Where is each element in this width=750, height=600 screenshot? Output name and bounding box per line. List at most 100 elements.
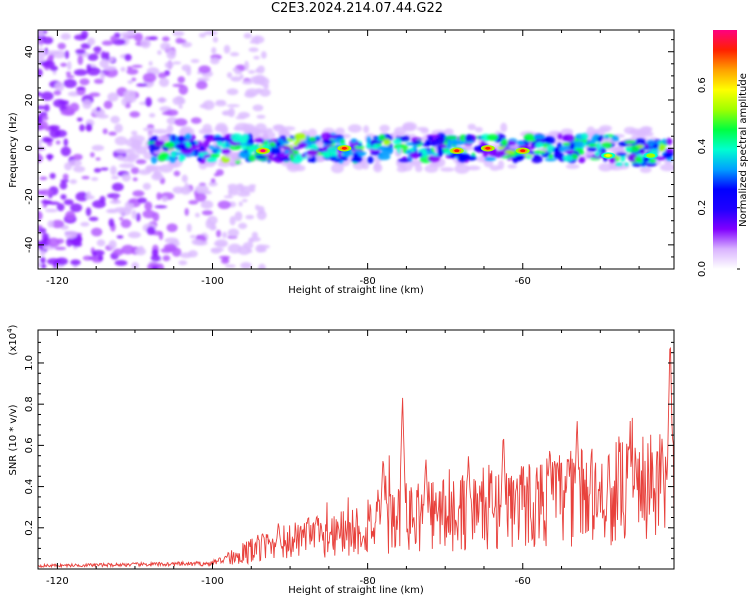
spectrogram-blob	[186, 67, 192, 76]
spectrogram-blob	[80, 222, 90, 227]
spectrogram-blob	[209, 153, 221, 158]
spectrogram-blob	[548, 153, 554, 160]
spectrogram-blob	[248, 47, 259, 53]
spectrogram-blob	[297, 142, 308, 149]
spectrogram-blob	[90, 177, 99, 181]
spectrogram-blob	[89, 92, 101, 97]
spectrogram-blob	[320, 132, 333, 141]
spectrogram-blob	[145, 164, 157, 172]
spectrogram-blob	[563, 155, 574, 162]
spectrogram-blob	[366, 136, 371, 145]
spectrogram-blob	[658, 144, 666, 152]
spectrogram-blob	[67, 61, 72, 71]
spectrogram-blob	[194, 185, 209, 194]
spectrogram-blob	[123, 89, 136, 100]
spectrogram-blob	[220, 148, 231, 155]
spectrogram-blob	[181, 41, 193, 48]
spectrogram-blob	[452, 138, 457, 147]
spectrogram-blob	[184, 133, 192, 141]
spectrogram-blob	[166, 124, 174, 134]
spectrogram-blob	[205, 137, 212, 143]
spectrogram-blob	[80, 30, 89, 39]
spectrogram-blob	[116, 235, 124, 239]
spectrogram-blob	[272, 124, 285, 130]
spectrogram-blob	[334, 158, 342, 163]
spectrogram-blob	[60, 194, 67, 200]
spectrogram-blob	[489, 165, 501, 171]
spectrogram-blob	[65, 210, 76, 221]
spectrogram-blob	[234, 211, 243, 222]
spectrogram-blob	[73, 69, 88, 76]
spectrogram-blob	[120, 219, 132, 229]
spectrogram-blob	[618, 141, 628, 147]
spectrogram-blob	[263, 84, 269, 89]
spectrogram-blob	[69, 102, 80, 112]
spectrogram-blob	[88, 216, 99, 222]
spectrogram-blob	[258, 263, 266, 269]
spectrogram-blob	[226, 88, 239, 96]
spectrogram-blob	[213, 173, 220, 177]
spectrogram-blob	[131, 77, 137, 82]
spectrogram-blob	[96, 106, 101, 112]
spectrogram-blob	[573, 141, 585, 148]
spectrogram-blob	[230, 188, 239, 196]
spectrogram-blob	[228, 186, 233, 197]
spectrogram-blob	[236, 185, 245, 192]
y-tick-label: 0.2	[24, 520, 35, 536]
spectrogram-blob	[124, 103, 131, 109]
spectrogram-blob	[140, 39, 151, 49]
spectrogram-blob	[177, 76, 185, 84]
spectrogram-blob	[241, 134, 249, 142]
spectrogram-blob	[102, 128, 108, 135]
spectrogram-blob	[184, 207, 189, 216]
spectrogram-blob	[500, 122, 508, 133]
spectrogram-blob	[207, 215, 218, 225]
spectrogram-blob	[149, 113, 156, 118]
spectrogram-blob	[486, 134, 499, 141]
colorbar-tick-label: 0.4	[697, 138, 708, 154]
spectrogram-blob	[145, 97, 152, 107]
spectrogram-blob	[142, 182, 152, 190]
spectrogram-blob	[101, 40, 114, 46]
spectrogram-blob	[222, 256, 229, 261]
spectrogram-blob	[194, 192, 207, 202]
spectrogram-blob	[212, 147, 221, 152]
spectrogram-blob	[60, 110, 75, 116]
spectrogram-blob	[402, 121, 418, 132]
spectrogram-blob	[63, 78, 77, 88]
spectrogram-peak	[648, 154, 654, 157]
spectrogram-blob	[427, 135, 434, 141]
spectrogram-blob	[228, 144, 242, 151]
spectrogram-blob	[448, 153, 457, 159]
spectrogram-blob	[252, 80, 266, 85]
spectrogram-blob	[59, 181, 68, 190]
spectrogram-blob	[161, 111, 173, 116]
spectrogram-blob	[398, 158, 412, 163]
spectrogram-blob	[399, 145, 409, 149]
spectrogram-blob	[613, 146, 625, 154]
spectrogram-blob	[181, 174, 188, 183]
spectrogram-blob	[38, 105, 46, 110]
spectrogram-blob	[47, 220, 54, 228]
spectrogram-blob	[544, 158, 557, 162]
spectrogram-blob	[164, 61, 174, 69]
spectrogram-blob	[340, 139, 345, 144]
spectrogram-blob	[624, 162, 629, 167]
spectrogram-blob	[188, 250, 198, 258]
spectrogram-blob	[198, 32, 206, 38]
spectrogram-blob	[73, 165, 86, 173]
spectrogram-blob	[146, 226, 156, 236]
spectrogram-blob	[439, 143, 447, 149]
spectrogram-blob	[46, 50, 60, 55]
spectrogram-blob	[126, 68, 139, 75]
spectrogram-blob	[57, 42, 66, 50]
snr-x-label: Height of straight line (km)	[288, 585, 424, 596]
spectrogram-blob	[413, 143, 418, 151]
spectrogram-blob	[129, 111, 141, 118]
spectrogram-blob	[482, 149, 489, 158]
spectrogram-blob	[244, 60, 249, 71]
spectrogram-blob	[514, 155, 522, 160]
spectrogram-blob	[110, 165, 117, 176]
spectrogram-blob	[210, 178, 216, 184]
snr-multiplier: (x104)	[6, 324, 19, 355]
